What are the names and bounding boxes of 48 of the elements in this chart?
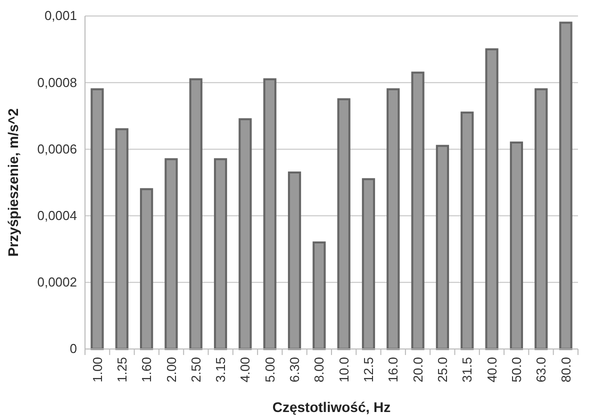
x-axis-title: Częstotliwość, Hz [272,399,391,415]
x-tick-label: 1.25 [114,357,130,382]
bar [436,144,450,350]
x-tick-label: 10.0 [336,357,352,382]
bar [238,118,252,350]
x-tick-label: 16.0 [386,357,401,382]
x-tick-label: 31.5 [460,357,475,382]
bar [510,142,524,350]
x-tick-label: 80.0 [558,357,574,382]
bar [214,158,228,350]
x-tick-label: 2.50 [188,357,204,382]
x-tick-label: 20.0 [410,357,426,382]
x-tick-label: 25.0 [435,357,450,382]
bar [164,158,178,350]
y-tick-label: 0,0006 [37,141,77,156]
x-tick-label: 6.30 [287,357,302,382]
y-tick-label: 0,0004 [37,208,77,223]
bar [362,178,376,350]
bar [485,48,498,350]
bar [263,78,276,350]
bar [312,241,326,350]
y-tick-label: 0,0002 [37,274,77,290]
x-tick-label: 12.5 [361,357,376,382]
y-tick-label: 0,0008 [37,74,77,90]
bar [386,88,400,350]
bar [559,22,572,350]
x-tick-label: 63.0 [534,357,549,382]
x-tick-label: 4.00 [238,357,253,382]
x-tick-label: 40.0 [484,357,500,382]
bar [337,98,350,350]
bar [140,188,154,350]
x-tick-label: 2.00 [164,357,179,382]
bar [288,172,302,350]
y-tick-label: 0 [70,341,77,356]
x-tick-label: 50.0 [509,357,524,382]
bar [115,128,128,350]
bar [411,72,424,350]
x-tick-label: 1.60 [139,357,154,382]
x-tick-label: 5.00 [262,357,278,382]
x-tick-label: 3.15 [213,357,228,382]
bar [189,78,202,350]
bar [90,88,104,350]
y-tick-label: 0,001 [44,8,77,24]
bar [460,112,474,350]
bar [534,88,548,350]
x-tick-label: 1.00 [90,357,105,382]
x-tick-label: 8.00 [312,357,327,382]
y-axis-title: Przyśpieszenie, m/s^2 [5,108,21,257]
